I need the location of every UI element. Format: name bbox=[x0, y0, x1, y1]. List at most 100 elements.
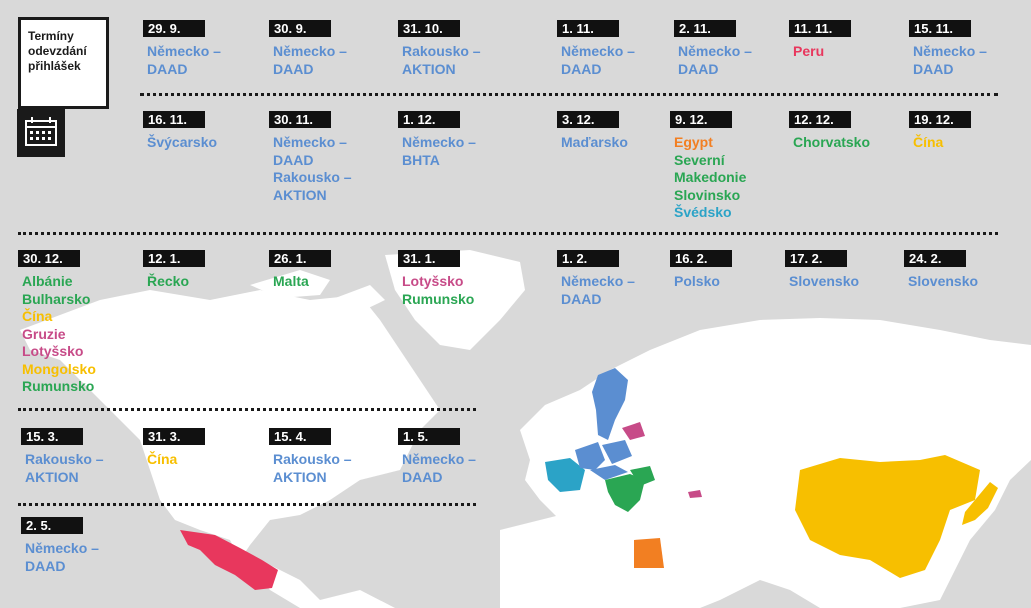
country-label: Německo – bbox=[913, 43, 987, 59]
date-label: 12. 1. bbox=[143, 250, 205, 267]
country-label: Egypt bbox=[674, 134, 713, 150]
deadline-entry: 15. 11. Německo – DAAD bbox=[909, 20, 987, 78]
arctic-islands-shape bbox=[250, 270, 330, 298]
latvia-shape bbox=[622, 422, 645, 440]
date-label: 31. 10. bbox=[398, 20, 460, 37]
country-label: Německo – bbox=[402, 451, 476, 467]
divider bbox=[18, 408, 476, 411]
country-label: DAAD bbox=[561, 60, 602, 77]
georgia-shape bbox=[688, 490, 702, 498]
country-label: Rakousko – bbox=[273, 451, 352, 467]
country-label: Lotyšsko bbox=[402, 273, 464, 289]
date-label: 31. 1. bbox=[398, 250, 460, 267]
country-label: Čína bbox=[913, 134, 944, 150]
date-label: 2. 11. bbox=[674, 20, 736, 37]
deadline-entry: 19. 12. Čína bbox=[909, 111, 971, 152]
date-label: 30. 9. bbox=[269, 20, 331, 37]
title-line-2: odevzdání bbox=[28, 44, 87, 58]
deadline-entry: 1. 11. Německo – DAAD bbox=[557, 20, 635, 78]
country-label: Německo – bbox=[147, 43, 221, 59]
deadline-entry: 15. 3. Rakousko – AKTION bbox=[21, 428, 104, 486]
deadline-entry: 17. 2. Slovensko bbox=[785, 250, 859, 291]
date-label: 26. 1. bbox=[269, 250, 331, 267]
country-label: Rakousko – bbox=[402, 43, 481, 59]
deadline-entry: 16. 2. Polsko bbox=[670, 250, 732, 291]
country-label: Bulharsko bbox=[22, 290, 91, 307]
country-label: AKTION bbox=[273, 468, 327, 485]
deadline-entry: 30. 9. Německo – DAAD bbox=[269, 20, 347, 78]
country-label: Čína bbox=[147, 451, 178, 467]
date-label: 15. 11. bbox=[909, 20, 971, 37]
title-box: Termíny odevzdání přihlášek bbox=[18, 17, 109, 109]
title-line-3: přihlášek bbox=[28, 59, 81, 73]
country-label: Lotyšsko bbox=[22, 343, 84, 359]
date-label: 30. 11. bbox=[269, 111, 331, 128]
country-label: AKTION bbox=[25, 468, 79, 485]
country-label: Mongolsko bbox=[22, 360, 96, 377]
country-label: Makedonie bbox=[674, 169, 747, 185]
greenland-shape bbox=[385, 250, 525, 350]
deadline-entry: 3. 12. Maďarsko bbox=[557, 111, 628, 152]
country-label: DAAD bbox=[678, 60, 719, 77]
deadline-entry: 1. 2. Německo – DAAD bbox=[557, 250, 635, 308]
poland-shape bbox=[602, 440, 632, 464]
date-label: 9. 12. bbox=[670, 111, 732, 128]
country-label: Německo – bbox=[273, 134, 347, 150]
title-line-1: Termíny bbox=[28, 29, 74, 43]
country-label: BHTA bbox=[402, 151, 440, 168]
divider bbox=[18, 503, 476, 506]
country-label: Slovensko bbox=[789, 273, 860, 289]
romania-shape bbox=[630, 466, 655, 486]
deadline-entry: 1. 5. Německo – DAAD bbox=[398, 428, 476, 486]
germany-shape bbox=[575, 442, 605, 470]
date-label: 15. 3. bbox=[21, 428, 83, 445]
country-label: Švýcarsko bbox=[147, 134, 218, 150]
country-label: Německo – bbox=[561, 273, 635, 289]
balkans-shape bbox=[605, 474, 645, 512]
country-label: Slovensko bbox=[908, 273, 979, 289]
deadline-entry: 31. 10. Rakousko – AKTION bbox=[398, 20, 481, 78]
country-label: Peru bbox=[793, 43, 825, 59]
south-america-shape bbox=[320, 590, 395, 608]
country-label: DAAD bbox=[913, 60, 954, 77]
deadline-entry: 9. 12. Egypt Severní Makedonie Slovinsko Švéd… bbox=[670, 111, 746, 222]
africa-shape bbox=[500, 515, 700, 608]
deadline-entry: 31. 3. Čína bbox=[143, 428, 205, 469]
country-label: Německo – bbox=[25, 540, 99, 556]
date-label: 29. 9. bbox=[143, 20, 205, 37]
date-label: 24. 2. bbox=[904, 250, 966, 267]
country-label: DAAD bbox=[561, 290, 602, 307]
country-label: Švédsko bbox=[674, 204, 732, 220]
china-shape bbox=[795, 455, 980, 578]
date-label: 17. 2. bbox=[785, 250, 847, 267]
country-label: Rumunsko bbox=[22, 378, 95, 394]
deadline-entry: 1. 12. Německo – BHTA bbox=[398, 111, 476, 169]
deadline-entry: 16. 11. Švýcarsko bbox=[143, 111, 217, 152]
date-label: 1. 5. bbox=[398, 428, 460, 445]
country-label: Malta bbox=[273, 273, 309, 289]
deadline-entry: 12. 1. Řecko bbox=[143, 250, 205, 291]
country-label: Řecko bbox=[147, 273, 190, 289]
date-label: 11. 11. bbox=[789, 20, 851, 37]
date-label: 16. 2. bbox=[670, 250, 732, 267]
country-label: DAAD bbox=[273, 60, 314, 77]
deadline-entry: 15. 4. Rakousko – AKTION bbox=[269, 428, 352, 486]
date-label: 31. 3. bbox=[143, 428, 205, 445]
country-label: Gruzie bbox=[22, 325, 66, 342]
country-label: Rumunsko bbox=[402, 290, 475, 307]
country-label: AKTION bbox=[273, 186, 327, 203]
deadline-entry: 30. 11. Německo – DAAD Rakousko – AKTION bbox=[269, 111, 352, 204]
divider bbox=[18, 232, 998, 235]
deadline-entry: 12. 12. Chorvatsko bbox=[789, 111, 870, 152]
date-label: 1. 12. bbox=[398, 111, 460, 128]
divider bbox=[140, 93, 998, 96]
date-label: 19. 12. bbox=[909, 111, 971, 128]
france-shape bbox=[545, 458, 585, 492]
deadline-entry: 11. 11. Peru bbox=[789, 20, 851, 61]
country-label: Slovinsko bbox=[674, 186, 741, 203]
country-label: Chorvatsko bbox=[793, 134, 871, 150]
country-label: Albánie bbox=[22, 273, 73, 289]
country-label: DAAD bbox=[25, 557, 66, 574]
country-label: AKTION bbox=[402, 60, 456, 77]
